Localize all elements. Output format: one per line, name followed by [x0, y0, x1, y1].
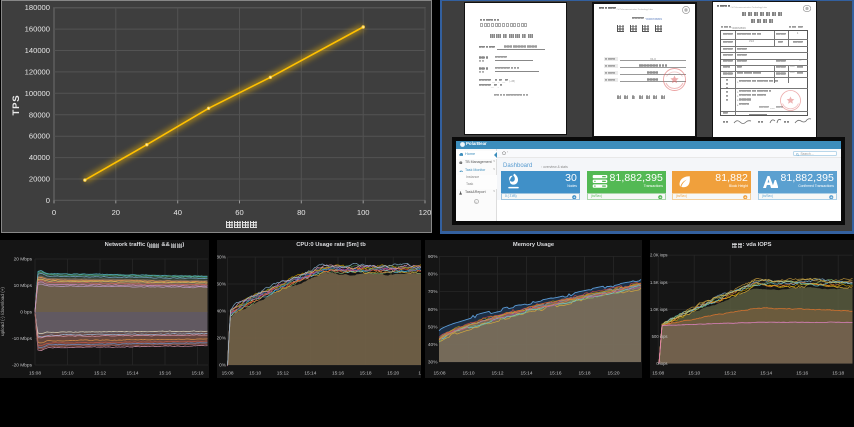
svg-text:40: 40: [173, 208, 181, 217]
svg-text:15:18: 15:18: [578, 371, 590, 377]
svg-text:15:10: 15:10: [688, 371, 700, 377]
svg-text:2.0K iops: 2.0K iops: [650, 253, 667, 258]
svg-text:20000: 20000: [29, 175, 50, 184]
svg-text:40000: 40000: [29, 153, 50, 162]
svg-text:15:10: 15:10: [462, 371, 474, 377]
svg-text:TPS: TPS: [11, 95, 22, 116]
svg-text:60%: 60%: [217, 282, 227, 288]
svg-text:60: 60: [235, 208, 243, 217]
svg-text:40%: 40%: [428, 342, 438, 348]
svg-text:120000: 120000: [25, 67, 50, 76]
svg-text:60%: 60%: [428, 307, 438, 313]
svg-text:15:16: 15:16: [549, 371, 561, 377]
svg-text:140000: 140000: [25, 46, 50, 55]
svg-text:15:16: 15:16: [159, 371, 171, 377]
svg-text:-20 Mbps: -20 Mbps: [12, 363, 33, 369]
svg-text:20 Mbps: 20 Mbps: [14, 257, 33, 263]
svg-text:80%: 80%: [428, 272, 438, 278]
svg-text:0: 0: [46, 196, 50, 205]
svg-text:0%: 0%: [219, 363, 227, 369]
svg-text:120: 120: [419, 208, 431, 217]
svg-text:15:12: 15:12: [94, 371, 106, 377]
svg-text:500 iops: 500 iops: [652, 334, 668, 339]
svg-text:15:16: 15:16: [332, 371, 344, 377]
svg-text:15:14: 15:14: [126, 371, 138, 377]
svg-text:15:14: 15:14: [760, 371, 772, 377]
svg-text:15:18: 15:18: [191, 371, 203, 377]
svg-text:15:08: 15:08: [652, 371, 664, 377]
svg-text:0 iops: 0 iops: [656, 361, 667, 366]
svg-text:0 bps: 0 bps: [20, 310, 32, 316]
svg-text:30%: 30%: [428, 360, 438, 366]
svg-text:180000: 180000: [25, 3, 50, 12]
svg-text:15:18: 15:18: [832, 371, 844, 377]
svg-text:15:22: 15:22: [418, 371, 421, 377]
svg-text:100000: 100000: [25, 89, 50, 98]
svg-text:upload (-) /download (+): upload (-) /download (+): [0, 287, 5, 336]
svg-text:60000: 60000: [29, 132, 50, 141]
svg-text:90%: 90%: [428, 254, 438, 260]
svg-text:80000: 80000: [29, 110, 50, 119]
svg-text:100: 100: [357, 208, 370, 217]
svg-text:160000: 160000: [25, 25, 50, 34]
svg-text:15:12: 15:12: [277, 371, 289, 377]
svg-text:15:10: 15:10: [249, 371, 261, 377]
svg-text:15:08: 15:08: [29, 371, 41, 377]
svg-text:15:12: 15:12: [724, 371, 736, 377]
svg-text:15:14: 15:14: [520, 371, 532, 377]
svg-text:15:16: 15:16: [796, 371, 808, 377]
svg-text:15:14: 15:14: [304, 371, 316, 377]
svg-text:1.0K iops: 1.0K iops: [650, 307, 667, 312]
svg-text:70%: 70%: [428, 289, 438, 295]
svg-text:20%: 20%: [217, 336, 227, 342]
svg-text:15:20: 15:20: [607, 371, 619, 377]
svg-text:15:08: 15:08: [433, 371, 445, 377]
svg-text:80%: 80%: [217, 255, 227, 261]
svg-text:15:20: 15:20: [387, 371, 399, 377]
svg-text:15:18: 15:18: [360, 371, 372, 377]
svg-text:20: 20: [112, 208, 120, 217]
svg-text:0: 0: [52, 208, 56, 217]
svg-text:15:12: 15:12: [491, 371, 503, 377]
svg-text:50%: 50%: [428, 324, 438, 330]
svg-text:15:10: 15:10: [61, 371, 73, 377]
svg-text:1.5K iops: 1.5K iops: [650, 280, 667, 285]
svg-text:15:08: 15:08: [222, 371, 234, 377]
svg-text:40%: 40%: [217, 309, 227, 315]
svg-text:80: 80: [297, 208, 305, 217]
svg-text:-10 Mbps: -10 Mbps: [12, 336, 33, 342]
svg-text:10 Mbps: 10 Mbps: [14, 283, 33, 289]
